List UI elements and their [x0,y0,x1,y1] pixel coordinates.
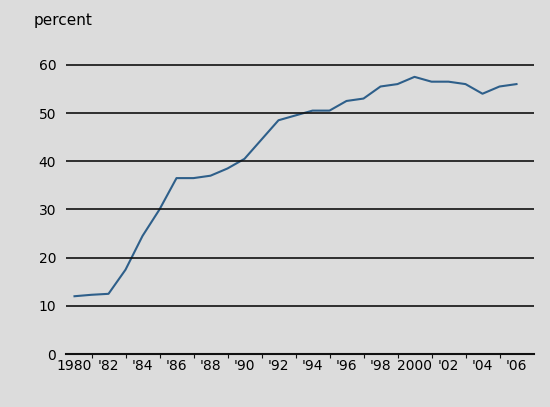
Text: percent: percent [33,13,92,28]
